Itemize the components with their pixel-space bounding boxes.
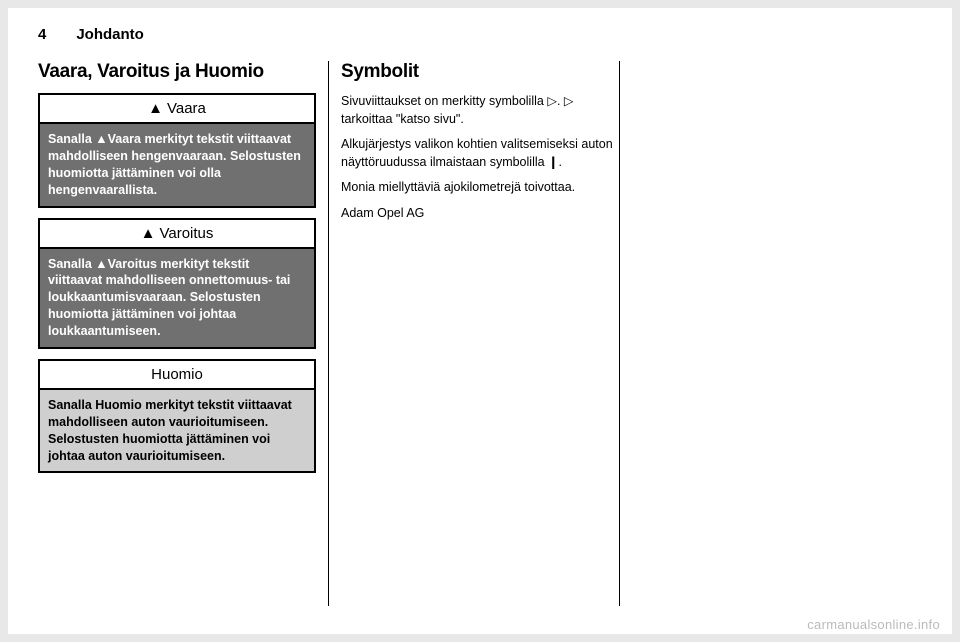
symbolit-p1: Sivuviittaukset on merkitty symbolilla ▷…: [341, 93, 619, 128]
p1-text-a: Sivuviittaukset on merkitty symbolilla: [341, 94, 547, 108]
page: 4 Johdanto Vaara, Varoitus ja Huomio ▲ V…: [8, 8, 952, 634]
column-1: Vaara, Varoitus ja Huomio ▲ Vaara Sanall…: [38, 61, 328, 606]
column-2: Symbolit Sivuviittaukset on merkitty sym…: [329, 61, 619, 606]
vaara-body-prefix: Sanalla: [48, 132, 95, 146]
section-title: Johdanto: [76, 26, 144, 43]
varoitus-header: ▲ Varoitus: [40, 220, 314, 247]
huomio-header: Huomio: [40, 361, 314, 388]
huomio-label: Huomio: [151, 366, 203, 383]
symbolit-p3: Monia miellyttäviä ajokilometrejä toi­vo…: [341, 179, 619, 197]
page-number: 4: [38, 26, 46, 43]
varoitus-body-prefix: Sanalla: [48, 257, 95, 271]
page-ref-icon: ▷: [564, 93, 574, 111]
p1-text-c: tarkoittaa "katso sivu".: [341, 112, 464, 126]
warning-triangle-icon: ▲: [95, 133, 107, 146]
warning-box-varoitus: ▲ Varoitus Sanalla ▲Varoitus merkityt te…: [38, 218, 316, 349]
varoitus-label: Varoitus: [159, 225, 213, 242]
content-columns: Vaara, Varoitus ja Huomio ▲ Vaara Sanall…: [38, 61, 922, 606]
warning-triangle-icon: ▲: [141, 226, 156, 241]
column-3: [620, 61, 922, 606]
p1-text-b: .: [557, 94, 564, 108]
warning-box-huomio: Huomio Sanalla Huomio merkityt tekstit v…: [38, 359, 316, 474]
warning-triangle-icon: ▲: [95, 258, 107, 271]
symbolit-p2: Alkujärjestys valikon kohtien valitse­mi…: [341, 136, 619, 171]
warning-triangle-icon: ▲: [148, 101, 163, 116]
varoitus-body: Sanalla ▲Varoitus merkityt tekstit viitt…: [40, 247, 314, 347]
page-header: 4 Johdanto: [38, 26, 922, 43]
vaara-header: ▲ Vaara: [40, 95, 314, 122]
watermark: carmanualsonline.info: [807, 617, 940, 632]
menu-order-icon: ❙: [548, 154, 558, 172]
page-ref-icon: ▷: [547, 93, 557, 111]
col2-heading: Symbolit: [341, 61, 619, 83]
vaara-body-iconword: Vaara: [108, 132, 141, 146]
p2-text-b: .: [559, 155, 562, 169]
huomio-body: Sanalla Huomio merkityt tekstit viittaav…: [40, 388, 314, 472]
varoitus-body-iconword: Varoitus: [108, 257, 157, 271]
warning-box-vaara: ▲ Vaara Sanalla ▲Vaara merkityt tekstit …: [38, 93, 316, 208]
vaara-label: Vaara: [167, 100, 206, 117]
vaara-body: Sanalla ▲Vaara merkityt tekstit viittaav…: [40, 122, 314, 206]
col1-heading: Vaara, Varoitus ja Huomio: [38, 61, 316, 83]
symbolit-signoff: Adam Opel AG: [341, 205, 619, 223]
p2-text-a: Alkujärjestys valikon kohtien valitse­mi…: [341, 137, 613, 169]
